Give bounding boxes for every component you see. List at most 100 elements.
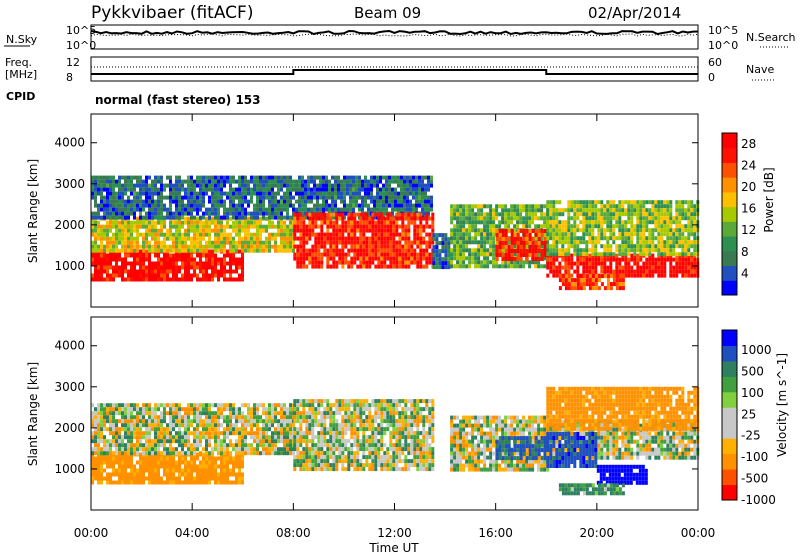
echo-cell bbox=[175, 476, 178, 481]
echo-cell bbox=[498, 241, 502, 245]
echo-cell bbox=[293, 216, 297, 221]
echo-cell bbox=[235, 220, 238, 225]
echo-cell bbox=[97, 179, 100, 184]
echo-cell bbox=[627, 244, 631, 249]
echo-cell bbox=[501, 264, 505, 269]
echo-cell bbox=[567, 232, 571, 237]
echo-cell bbox=[370, 195, 373, 200]
echo-cell bbox=[91, 195, 94, 200]
echo-cell bbox=[376, 187, 379, 192]
nsky-panel: N.Sky 10^5 10^0 10^5 10^0 N.Search bbox=[4, 24, 796, 52]
echo-cell bbox=[196, 220, 199, 225]
echo-cell bbox=[513, 216, 517, 221]
echo-cell bbox=[374, 244, 378, 249]
echo-cell bbox=[651, 244, 655, 249]
echo-cell bbox=[250, 175, 253, 180]
echo-cell bbox=[196, 248, 199, 253]
echo-cell bbox=[127, 456, 130, 461]
echo-cell bbox=[627, 212, 631, 217]
echo-cell bbox=[232, 248, 235, 253]
echo-cell bbox=[145, 403, 148, 408]
echo-cell bbox=[362, 260, 366, 265]
echo-cell bbox=[459, 216, 463, 221]
echo-cell bbox=[193, 460, 196, 465]
echo-cell bbox=[97, 472, 100, 477]
echo-cell bbox=[265, 187, 268, 192]
echo-cell bbox=[148, 195, 151, 200]
echo-cell bbox=[178, 456, 181, 461]
echo-cell bbox=[308, 236, 312, 241]
echo-cell bbox=[612, 200, 616, 205]
echo-cell bbox=[214, 220, 217, 225]
echo-cell bbox=[94, 456, 97, 461]
echo-cell bbox=[350, 260, 354, 265]
echo-cell bbox=[597, 261, 601, 266]
echo-cell bbox=[404, 256, 408, 261]
echo-cell bbox=[681, 208, 685, 213]
echo-cell bbox=[341, 264, 345, 269]
echo-cell bbox=[329, 232, 333, 237]
echo-cell bbox=[543, 216, 547, 221]
echo-cell bbox=[130, 415, 133, 420]
echo-cell bbox=[537, 264, 541, 269]
echo-cell bbox=[97, 191, 100, 196]
echo-cell bbox=[406, 195, 409, 200]
echo-cell bbox=[157, 460, 160, 465]
echo-cell bbox=[540, 264, 544, 269]
echo-cell bbox=[226, 269, 229, 274]
echo-cell bbox=[127, 207, 130, 212]
echo-cell bbox=[358, 183, 361, 188]
echo-cell bbox=[618, 261, 622, 266]
echo-cell bbox=[229, 240, 232, 245]
echo-cell bbox=[639, 232, 643, 237]
echo-cell bbox=[142, 273, 145, 278]
echo-cell bbox=[280, 179, 283, 184]
echo-cell bbox=[600, 252, 604, 257]
echo-cell bbox=[462, 220, 466, 225]
echo-cell bbox=[546, 208, 550, 213]
echo-cell bbox=[486, 260, 490, 265]
echo-cell bbox=[235, 480, 238, 485]
echo-cell bbox=[453, 224, 457, 229]
echo-cell bbox=[377, 232, 381, 237]
echo-cell bbox=[609, 261, 613, 266]
echo-cell bbox=[307, 191, 310, 196]
echo-cell bbox=[627, 252, 631, 257]
echo-cell bbox=[510, 260, 514, 265]
echo-cell bbox=[371, 240, 375, 245]
echo-cell bbox=[537, 260, 541, 265]
echo-cell bbox=[335, 228, 339, 233]
echo-cell bbox=[672, 240, 676, 245]
echo-cell bbox=[211, 249, 214, 254]
echo-cell bbox=[462, 236, 466, 241]
echo-cell bbox=[94, 248, 97, 253]
echo-cell bbox=[121, 211, 124, 216]
echo-cell bbox=[178, 236, 181, 241]
echo-cell bbox=[400, 187, 403, 192]
echo-cell bbox=[510, 253, 514, 257]
echo-cell bbox=[97, 407, 100, 412]
echo-cell bbox=[106, 240, 109, 245]
echo-cell bbox=[169, 175, 172, 180]
echo-cell bbox=[419, 256, 423, 261]
echo-cell bbox=[317, 240, 321, 245]
echo-cell bbox=[666, 204, 670, 209]
echo-cell bbox=[112, 244, 115, 249]
echo-cell bbox=[211, 207, 214, 212]
echo-cell bbox=[326, 236, 330, 241]
echo-cell bbox=[106, 183, 109, 188]
echo-cell bbox=[244, 240, 247, 245]
echo-cell bbox=[389, 252, 393, 257]
echo-cell bbox=[100, 175, 103, 180]
echo-cell bbox=[621, 248, 625, 253]
echo-cell bbox=[157, 427, 160, 432]
echo-cell bbox=[531, 249, 535, 253]
echo-cell bbox=[94, 431, 97, 436]
echo-cell bbox=[528, 260, 532, 265]
echo-cell bbox=[103, 403, 106, 408]
echo-cell bbox=[388, 175, 391, 180]
echo-cell bbox=[133, 253, 136, 258]
echo-cell bbox=[516, 220, 520, 225]
echo-cell bbox=[549, 216, 553, 221]
echo-cell bbox=[259, 195, 262, 200]
